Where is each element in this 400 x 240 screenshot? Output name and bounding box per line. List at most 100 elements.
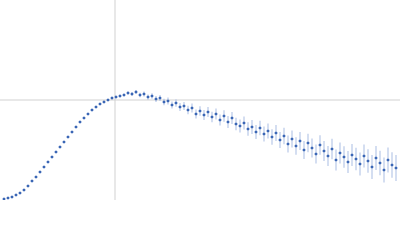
- data-point: [66, 135, 70, 139]
- data-point: [90, 108, 94, 112]
- data-point: [50, 155, 54, 159]
- data-point: [354, 157, 358, 161]
- data-point: [246, 127, 250, 131]
- data-point: [242, 121, 246, 125]
- data-point: [350, 153, 354, 157]
- data-point: [270, 135, 274, 139]
- data-point: [254, 130, 258, 134]
- data-point: [310, 146, 314, 150]
- data-point: [166, 99, 170, 103]
- data-point: [158, 96, 162, 100]
- data-point: [126, 91, 130, 95]
- data-point: [330, 147, 334, 151]
- data-point: [78, 120, 82, 124]
- data-point: [306, 141, 310, 145]
- data-point: [186, 108, 190, 112]
- data-point: [10, 195, 14, 199]
- data-point: [122, 93, 126, 97]
- data-point: [218, 118, 222, 122]
- data-point: [334, 158, 338, 162]
- data-point: [46, 160, 50, 164]
- data-point: [130, 92, 134, 96]
- data-point: [278, 138, 282, 142]
- data-point: [298, 139, 302, 143]
- data-point: [58, 145, 62, 149]
- data-point: [18, 191, 22, 195]
- data-point: [62, 140, 66, 144]
- data-point: [138, 93, 142, 97]
- data-point: [302, 148, 306, 152]
- chart: [0, 0, 400, 200]
- data-point: [194, 112, 198, 116]
- data-point: [214, 112, 218, 116]
- data-point: [146, 95, 150, 99]
- data-point: [54, 150, 58, 154]
- data-point: [250, 125, 254, 129]
- data-point: [6, 196, 10, 200]
- data-point: [322, 149, 326, 153]
- data-point: [98, 102, 102, 106]
- data-point: [338, 151, 342, 155]
- data-point: [174, 101, 178, 105]
- data-point: [342, 155, 346, 159]
- data-point: [290, 137, 294, 141]
- data-point: [318, 143, 322, 147]
- data-point: [178, 105, 182, 109]
- data-point: [226, 120, 230, 124]
- data-point: [374, 156, 378, 160]
- data-point: [382, 168, 386, 172]
- data-point: [358, 162, 362, 166]
- data-point: [22, 188, 26, 192]
- data-point: [162, 100, 166, 104]
- data-point: [202, 113, 206, 117]
- data-point: [38, 170, 42, 174]
- data-point: [82, 116, 86, 120]
- page: (() => { const data = JSON.parse(documen…: [0, 0, 400, 200]
- data-point: [110, 96, 114, 100]
- data-point: [182, 104, 186, 108]
- data-point: [190, 106, 194, 110]
- data-point: [14, 193, 18, 197]
- data-point: [86, 112, 90, 116]
- data-point: [230, 116, 234, 120]
- data-point: [2, 197, 6, 200]
- data-point: [118, 94, 122, 98]
- data-point: [326, 154, 330, 158]
- data-point: [294, 144, 298, 148]
- data-point: [134, 90, 138, 94]
- data-point: [26, 184, 30, 188]
- data-point: [94, 105, 98, 109]
- data-point: [206, 110, 210, 114]
- data-point: [266, 129, 270, 133]
- data-point: [274, 131, 278, 135]
- data-point: [222, 114, 226, 118]
- data-point: [370, 165, 374, 169]
- data-point: [154, 97, 158, 101]
- data-point: [234, 122, 238, 126]
- data-point: [34, 175, 38, 179]
- data-point: [362, 154, 366, 158]
- data-point: [394, 166, 398, 170]
- data-point: [170, 103, 174, 107]
- data-point: [286, 142, 290, 146]
- data-point: [42, 165, 46, 169]
- data-point: [314, 152, 318, 156]
- data-point: [262, 132, 266, 136]
- data-point: [30, 179, 34, 183]
- data-point: [142, 92, 146, 96]
- data-point: [386, 158, 390, 162]
- data-point: [258, 126, 262, 130]
- data-point: [74, 125, 78, 129]
- data-point: [238, 124, 242, 128]
- data-point: [378, 161, 382, 165]
- data-point: [210, 115, 214, 119]
- data-point: [106, 98, 110, 102]
- data-point: [70, 130, 74, 134]
- data-point: [366, 159, 370, 163]
- data-point: [114, 95, 118, 99]
- data-point: [282, 134, 286, 138]
- data-point: [346, 160, 350, 164]
- data-point: [390, 163, 394, 167]
- data-point: [198, 109, 202, 113]
- data-point: [102, 100, 106, 104]
